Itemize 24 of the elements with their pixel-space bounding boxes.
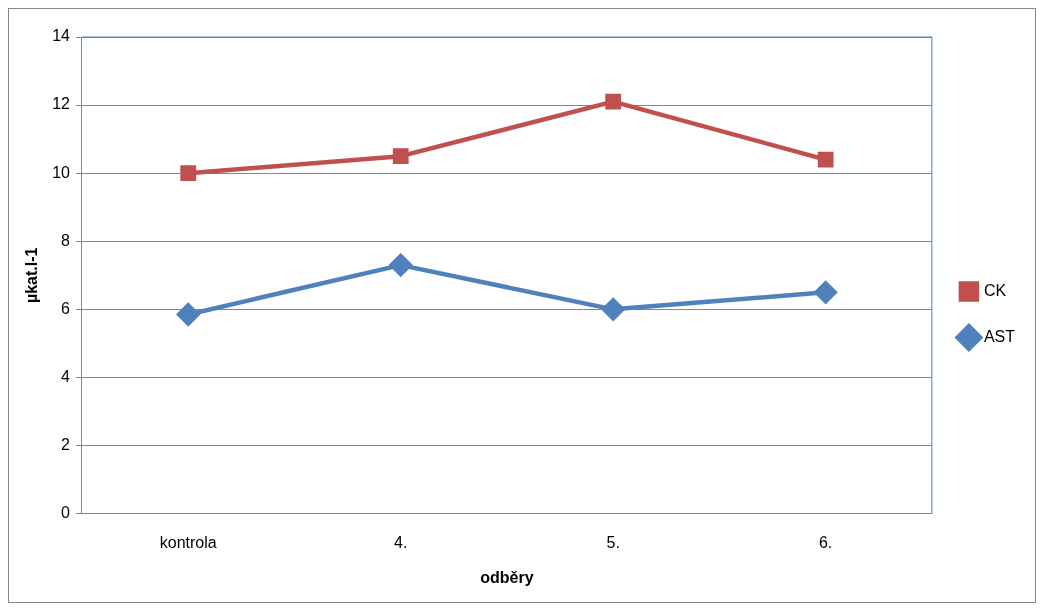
x-tick-label: 5.	[606, 533, 620, 551]
x-tick-label: 4.	[394, 533, 408, 551]
point	[601, 298, 625, 321]
y-tick-label: 8	[61, 231, 71, 249]
x-tick-label: 6.	[818, 533, 833, 551]
y-tick-label: 6	[61, 299, 71, 317]
y-tick-label: 0	[61, 504, 71, 522]
y-axis-title: µkat.l-1	[23, 247, 41, 304]
x-tick-label: kontrola	[159, 533, 217, 551]
y-tick-label: 4	[61, 367, 71, 385]
legend-label: CK	[983, 281, 1007, 299]
x-axis-title: odběry	[480, 568, 534, 586]
y-tick-label: 12	[52, 95, 71, 113]
point	[176, 303, 200, 326]
point	[392, 148, 409, 165]
y-tick-label: 2	[61, 435, 71, 453]
point	[817, 151, 834, 168]
point	[605, 93, 622, 110]
point	[814, 281, 837, 304]
y-tick-label: 14	[52, 27, 71, 45]
point	[180, 165, 197, 182]
point	[389, 253, 412, 277]
y-tick-label: 10	[52, 163, 71, 181]
legend-label: AST	[983, 327, 1016, 345]
